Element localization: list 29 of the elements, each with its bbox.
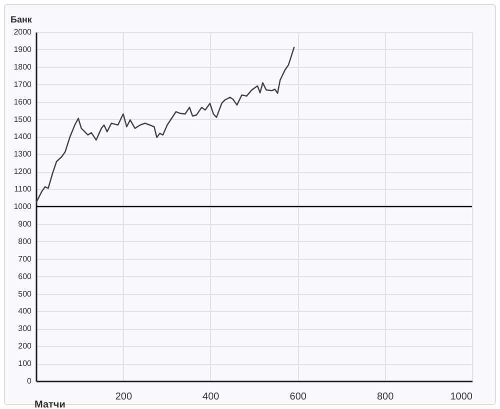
y-tick-label: 700 <box>18 254 32 264</box>
y-axis-title: Банк <box>10 14 32 24</box>
line-series <box>36 46 295 204</box>
x-tick-label: 1000 <box>450 392 473 402</box>
y-tick-label: 1100 <box>14 184 32 194</box>
x-tick-label: 800 <box>376 392 394 402</box>
y-tick-label: 100 <box>18 359 32 368</box>
y-tick-label: 1200 <box>14 167 32 176</box>
y-tick-label: 500 <box>18 289 32 298</box>
y-tick-label: 1000 <box>14 202 32 211</box>
x-axis-title: Матчи <box>34 400 66 409</box>
y-tick-label: 600 <box>18 272 32 281</box>
y-tick-label: 200 <box>18 342 32 351</box>
y-tick-label: 1500 <box>14 114 32 124</box>
y-tick-label: 1800 <box>14 62 32 72</box>
y-tick-label: 300 <box>18 324 32 334</box>
x-tick-label: 400 <box>202 392 220 402</box>
y-tick-label: 1900 <box>14 44 32 54</box>
y-tick-label: 400 <box>18 306 32 316</box>
y-tick-label: 0 <box>27 376 32 386</box>
x-tick-label: 200 <box>115 392 132 402</box>
y-tick-label: 1600 <box>14 97 32 106</box>
y-tick-label: 2000 <box>14 28 32 36</box>
y-tick-label: 900 <box>18 219 32 228</box>
y-tick-label: 1400 <box>14 132 32 142</box>
y-tick-label: 1700 <box>14 80 32 89</box>
y-tick-label: 800 <box>18 236 32 246</box>
x-tick-label: 600 <box>290 392 307 402</box>
y-tick-label: 1300 <box>14 150 32 159</box>
